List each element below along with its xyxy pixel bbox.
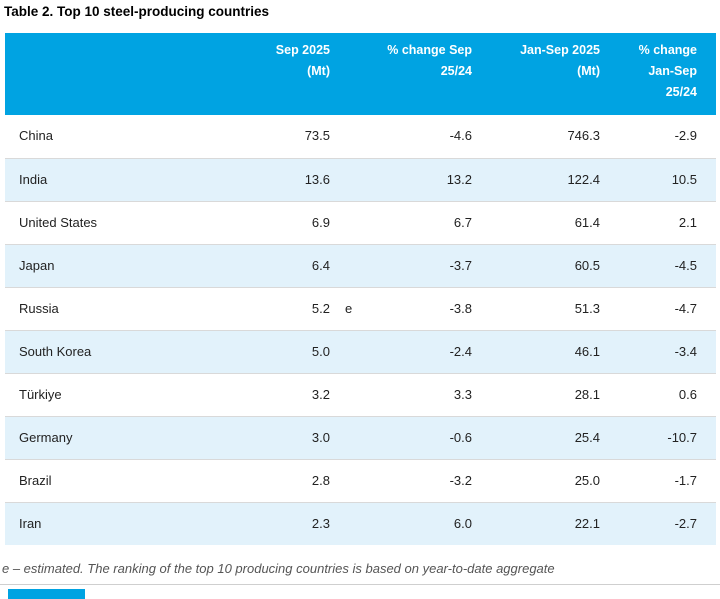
value-cell: 61.4	[574, 215, 600, 230]
country-cell: China	[19, 128, 53, 143]
table-row: Türkiye 3.2 3.3 28.1 0.6	[5, 373, 716, 416]
table-row: India 13.6 13.2 122.4 10.5	[5, 158, 716, 201]
column-header: % change Jan-Sep 25/24	[638, 43, 697, 99]
country-cell: Iran	[19, 516, 42, 531]
value-cell: 122.4	[567, 172, 600, 187]
value-cell: -2.7	[674, 516, 697, 531]
table-row: South Korea 5.0 -2.4 46.1 -3.4	[5, 330, 716, 373]
value-cell: 2.1	[678, 215, 697, 230]
value-cell: 5.2 e	[220, 288, 352, 330]
country-cell: Russia	[19, 301, 59, 316]
value-cell: 3.3	[453, 387, 472, 402]
value-cell: 60.5	[574, 258, 600, 273]
value-cell: 28.1	[574, 387, 600, 402]
value-cell: -3.8	[449, 301, 472, 316]
table-body: China 73.5 -4.6 746.3 -2.9 India 13.6 13.2 122.4…	[5, 115, 716, 545]
value-cell: -2.4	[449, 344, 472, 359]
value-cell: 6.9	[311, 215, 330, 230]
country-cell: Brazil	[19, 473, 52, 488]
value-cell: -0.6	[449, 430, 472, 445]
table-row: Russia 5.2 e -3.8 51.3 -4.7	[5, 287, 716, 330]
value-cell: 2.3	[311, 516, 330, 531]
value-cell: 25.4	[574, 430, 600, 445]
table-row: Iran 2.3 6.0 22.1 -2.7	[5, 502, 716, 545]
table-header-row: Sep 2025 (Mt) % change Sep 25/24 Jan-Sep 202…	[5, 33, 716, 115]
value-cell: 3.0	[311, 430, 330, 445]
table-title: Table 2. Top 10 steel-producing countrie…	[4, 4, 270, 19]
value-cell: 6.7	[453, 215, 472, 230]
value-cell: 46.1	[574, 344, 600, 359]
value-cell: -4.7	[674, 301, 697, 316]
value-cell: 6.0	[453, 516, 472, 531]
country-cell: India	[19, 172, 48, 187]
country-cell: South Korea	[19, 344, 92, 359]
estimated-marker: e	[345, 301, 353, 316]
value-cell: 10.5	[671, 172, 697, 187]
column-header	[5, 40, 220, 115]
table-row: Brazil 2.8 -3.2 25.0 -1.7	[5, 459, 716, 502]
country-cell: Türkiye	[19, 387, 62, 402]
column-header: Jan-Sep 2025 (Mt)	[520, 43, 600, 78]
country-cell: Japan	[19, 258, 55, 273]
value-cell: -2.9	[674, 128, 697, 143]
divider	[0, 584, 720, 585]
column-header: % change Sep 25/24	[387, 43, 472, 78]
value-cell: 6.4	[311, 258, 330, 273]
value-cell: 73.5	[304, 128, 330, 143]
value-cell: -3.2	[449, 473, 472, 488]
value-cell: 3.2	[311, 387, 330, 402]
value-cell: -1.7	[674, 473, 697, 488]
value-cell: -4.6	[449, 128, 472, 143]
footnote: e – estimated. The ranking of the top 10…	[2, 561, 555, 576]
steel-production-table: Sep 2025 (Mt) % change Sep 25/24 Jan-Sep 202…	[5, 33, 716, 545]
table-row: Germany 3.0 -0.6 25.4 -10.7	[5, 416, 716, 459]
value-cell: 13.2	[446, 172, 472, 187]
table-row: China 73.5 -4.6 746.3 -2.9	[5, 115, 716, 158]
value-cell: 13.6	[304, 172, 330, 187]
value-cell: 2.8	[311, 473, 330, 488]
value-cell: -10.7	[667, 430, 697, 445]
value-cell: 22.1	[574, 516, 600, 531]
table-row: United States 6.9 6.7 61.4 2.1	[5, 201, 716, 244]
value-cell: -3.4	[674, 344, 697, 359]
value-cell: 746.3	[567, 128, 600, 143]
country-cell: Germany	[19, 430, 73, 445]
table-row: Japan 6.4 -3.7 60.5 -4.5	[5, 244, 716, 287]
partial-blue-bar	[8, 589, 85, 599]
value-cell: -4.5	[674, 258, 697, 273]
value-cell: 25.0	[574, 473, 600, 488]
value-cell: 0.6	[678, 387, 697, 402]
column-header: Sep 2025 (Mt)	[275, 43, 330, 78]
value-cell: -3.7	[449, 258, 472, 273]
value-cell: 51.3	[574, 301, 600, 316]
value-cell: 5.0	[311, 344, 330, 359]
country-cell: United States	[19, 215, 98, 230]
